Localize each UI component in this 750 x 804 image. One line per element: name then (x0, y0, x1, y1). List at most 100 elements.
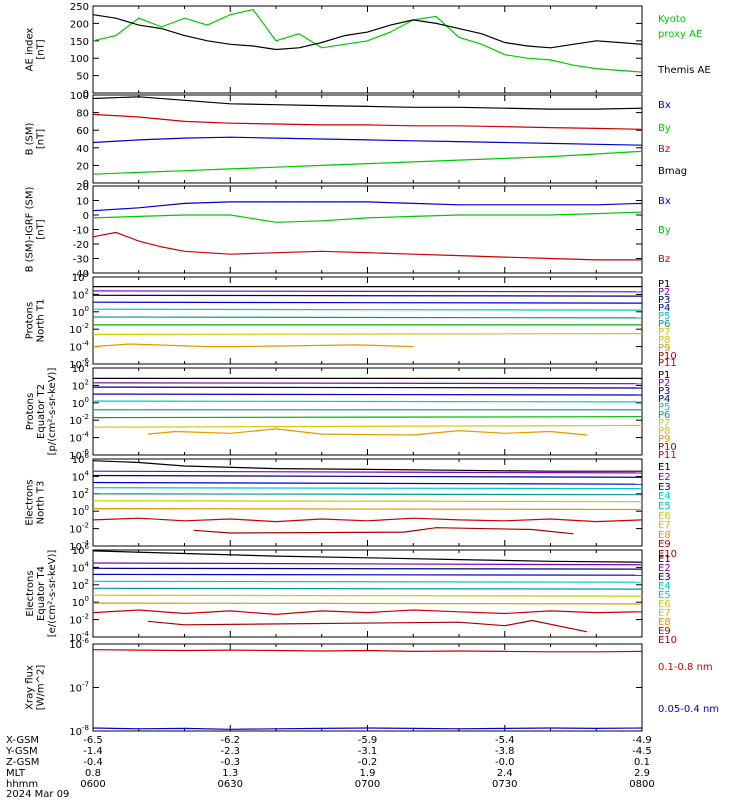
legend-entry: P3 (658, 295, 670, 306)
series-line-e7 (92, 594, 643, 597)
panel-frame (92, 367, 643, 456)
y-tick-label: 20 (76, 161, 89, 172)
legend-entry: E2 (658, 472, 671, 483)
legend-entry: P10 (658, 351, 677, 362)
y-axis-label: Xray flux (25, 665, 36, 710)
series-line-e6 (92, 493, 643, 496)
footer-value: 0.1 (634, 757, 650, 768)
y-tick-label: 10-4 (69, 340, 89, 354)
panel-frame (92, 276, 643, 365)
series-line-e3 (92, 567, 643, 570)
footer-value: -0.4 (83, 757, 103, 768)
series-line-kyoto-proxy-ae (92, 8, 643, 73)
y-tick-label: 0 (83, 211, 89, 222)
series-line-themis-ae (92, 14, 643, 51)
series-line-p6 (92, 316, 643, 319)
y-tick-label: 102 (72, 578, 89, 592)
y-axis-label: Protons (25, 393, 36, 430)
legend-entry: P11 (658, 450, 677, 461)
legend-entry: E7 (658, 520, 671, 531)
legend-entry: Kyoto (658, 14, 686, 25)
footer-value: -0.2 (358, 757, 378, 768)
y-axis-label: [nT] (36, 39, 47, 59)
legend-entry: P2 (658, 378, 670, 389)
y-tick-label: 10-4 (69, 431, 89, 445)
panel-frame (92, 643, 643, 732)
legend-entry: 0.1-0.8 nm (658, 662, 713, 673)
legend-entry: E5 (658, 590, 671, 601)
legend-entry: P4 (658, 303, 670, 314)
y-axis-label: B (SM)-IGRF (SM) (25, 187, 36, 273)
legend-entry: P7 (658, 418, 670, 429)
footer-row-label: hhmm (6, 779, 38, 790)
legend-entry: P8 (658, 335, 670, 346)
legend-entry: P3 (658, 386, 670, 397)
legend-entry: E1 (658, 462, 671, 473)
y-tick-label: 150 (70, 37, 89, 48)
legend-entry: P2 (658, 287, 670, 298)
series-line-e4 (92, 481, 643, 485)
footer-value: 0.8 (85, 768, 101, 779)
series-line-p5 (92, 400, 643, 403)
legend-entry: E1 (658, 554, 671, 565)
legend-entry: E3 (658, 482, 671, 493)
footer-value: -0.0 (495, 757, 515, 768)
legend-entry: proxy AE (658, 29, 702, 40)
legend-entry: P9 (658, 343, 670, 354)
series-line-e9 (92, 517, 643, 523)
y-tick-label: 0 (83, 89, 89, 100)
y-tick-label: 60 (76, 126, 89, 137)
y-tick-label: -30 (73, 255, 89, 266)
y-axis-label: Electrons (25, 570, 36, 616)
y-tick-label: 104 (72, 361, 90, 375)
footer-value: -3.1 (358, 746, 378, 757)
legend-entry: P6 (658, 410, 670, 421)
y-tick-label: 106 (72, 452, 90, 466)
y-tick-label: 10-6 (69, 637, 89, 651)
footer-row-label: X-GSM (6, 735, 39, 746)
footer-value: 0700 (355, 779, 380, 790)
footer-value: -4.5 (632, 746, 652, 757)
series-line-p5 (92, 308, 643, 311)
footer-value: 0630 (218, 779, 243, 790)
legend-entry: Bx (658, 100, 671, 111)
y-tick-label: 40 (76, 144, 89, 155)
series-line-e1 (92, 550, 643, 563)
y-axis-label: North T1 (36, 299, 47, 343)
legend-entry: E4 (658, 581, 671, 592)
series-line-bx (92, 201, 643, 212)
y-axis-label: [p/(cm²-s-sr-keV)] (47, 368, 58, 456)
legend-entry: E9 (658, 539, 671, 550)
series-line-e8 (92, 602, 643, 605)
legend-entry: E5 (658, 501, 671, 512)
y-tick-label: 80 (76, 109, 89, 120)
y-tick-label: 100 (70, 91, 89, 102)
legend-entry: P8 (658, 426, 670, 437)
y-tick-label: 100 (70, 54, 89, 65)
legend-entry: E6 (658, 599, 671, 610)
legend-entry: P6 (658, 319, 670, 330)
series-line-bmag (92, 96, 643, 110)
legend-entry: P1 (658, 370, 670, 381)
series-line-p9 (147, 428, 588, 436)
y-tick-label: 100 (72, 595, 89, 609)
series-line-p9 (92, 343, 414, 348)
footer-value: 1.9 (360, 768, 376, 779)
legend-entry: P9 (658, 434, 670, 445)
series-line-e2 (92, 562, 643, 566)
y-axis-label: [W/m^2] (36, 665, 47, 711)
y-tick-label: 104 (72, 560, 90, 574)
y-tick-label: 0 (83, 179, 89, 190)
legend-entry: Themis AE (657, 65, 711, 76)
legend-entry: E10 (658, 549, 677, 560)
y-tick-label: 104 (72, 270, 90, 284)
footer-value: -6.2 (220, 735, 240, 746)
y-tick-label: 10-7 (69, 681, 89, 695)
legend-entry: P7 (658, 327, 670, 338)
y-axis-label: Equator T4 (36, 566, 47, 621)
series-line-e1 (92, 460, 642, 472)
footer-row-label: Y-GSM (5, 746, 38, 757)
y-tick-label: 10-4 (69, 539, 89, 553)
